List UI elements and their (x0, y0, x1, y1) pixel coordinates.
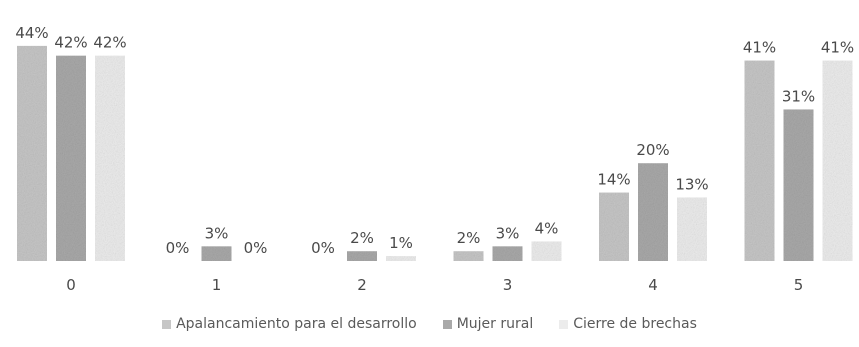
category-label-2: 2 (357, 276, 367, 294)
legend-swatch-icon (162, 319, 172, 329)
bar-4-series-1 (638, 163, 668, 261)
bar-0-series-1 (56, 55, 86, 261)
data-label-1-series-2: 0% (244, 239, 268, 257)
category-axis-labels: 0 1 2 3 4 5 (66, 276, 803, 294)
data-label-4-series-0: 14% (597, 171, 630, 189)
data-label-3-series-0: 2% (457, 229, 481, 247)
data-label-5-series-0: 41% (743, 39, 776, 57)
legend-swatch-icon (442, 319, 452, 329)
bar-3-series-2 (531, 241, 562, 261)
legend-item-cierre-de-brechas: Cierre de brechas (559, 316, 697, 332)
bar-3-series-0 (453, 251, 484, 261)
legend-label: Apalancamiento para el desarrollo (176, 316, 417, 332)
legend-item-mujer-rural: Mujer rural (442, 316, 534, 332)
legend-label: Cierre de brechas (573, 316, 697, 332)
category-label-1: 1 (212, 276, 222, 294)
data-label-4-series-2: 13% (675, 175, 708, 193)
bar-0-series-2 (95, 55, 125, 261)
bar-5-series-1 (783, 109, 814, 261)
data-label-2-series-2: 1% (389, 234, 413, 252)
bar-1-series-1 (201, 246, 232, 261)
data-label-2-series-0: 0% (311, 239, 335, 257)
category-label-3: 3 (503, 276, 513, 294)
bar-4-series-0 (599, 192, 629, 261)
category-label-0: 0 (66, 276, 76, 294)
category-label-4: 4 (648, 276, 658, 294)
bar-5-series-0 (744, 60, 775, 261)
data-label-3-series-2: 4% (535, 219, 559, 237)
bar-2-series-2 (386, 256, 416, 261)
data-label-0-series-0: 44% (15, 24, 48, 42)
data-labels-layer: 44% 42% 42% 0% 3% 0% 0% 2% 1% 2% 3% 4% 14% 20% 13% 41% 3… (15, 24, 854, 257)
legend-swatch-icon (559, 319, 569, 329)
bar-2-series-1 (347, 251, 377, 261)
legend: Apalancamiento para el desarrollo Mujer … (0, 316, 859, 332)
data-label-5-series-2: 41% (821, 39, 854, 57)
bar-0-series-0 (17, 45, 47, 262)
data-label-0-series-2: 42% (93, 34, 126, 52)
legend-item-apalancamiento: Apalancamiento para el desarrollo (162, 316, 417, 332)
data-label-0-series-1: 42% (54, 34, 87, 52)
bars-layer (17, 45, 853, 262)
category-label-5: 5 (794, 276, 804, 294)
data-label-3-series-1: 3% (496, 224, 520, 242)
legend-label: Mujer rural (456, 316, 534, 332)
bar-5-series-2 (822, 60, 853, 261)
data-label-2-series-1: 2% (350, 229, 374, 247)
data-label-4-series-1: 20% (636, 141, 669, 159)
data-label-1-series-1: 3% (205, 224, 229, 242)
bar-3-series-1 (492, 246, 523, 261)
data-label-1-series-0: 0% (166, 239, 190, 257)
data-label-5-series-1: 31% (782, 87, 815, 105)
bar-4-series-2 (677, 197, 707, 261)
